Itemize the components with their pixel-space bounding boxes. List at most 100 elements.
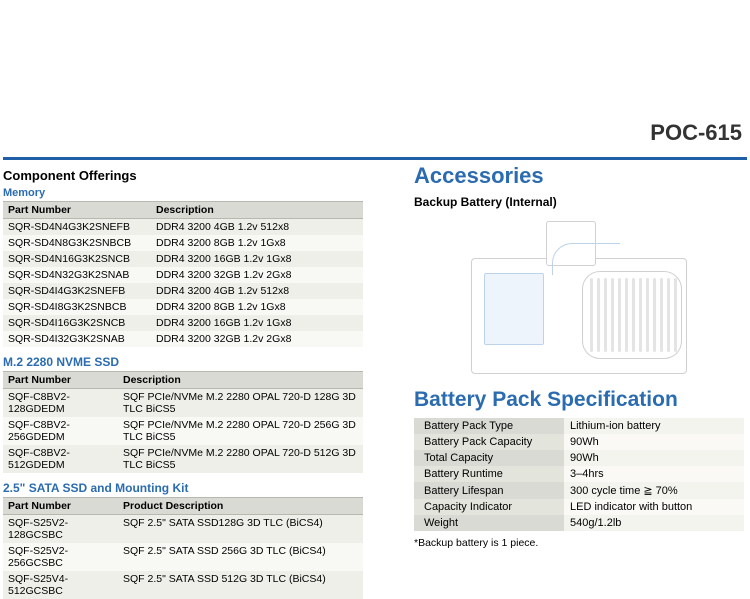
table-row: SQF-S25V4-512GCSBCSQF 2.5" SATA SSD 512G…: [3, 571, 363, 599]
cell-desc: DDR4 3200 4GB 1.2v 512x8: [151, 283, 363, 299]
cell-desc: SQF PCIe/NVMe M.2 2280 OPAL 720-D 128G 3…: [118, 389, 363, 418]
cell-desc: DDR4 3200 8GB 1.2v 1Gx8: [151, 235, 363, 251]
cell-desc: SQF PCIe/NVMe M.2 2280 OPAL 720-D 256G 3…: [118, 417, 363, 445]
vent-fin: [660, 278, 663, 352]
spec-value: 90Wh: [564, 450, 744, 466]
sata-col-partnum: Part Number: [3, 498, 118, 515]
spec-row: Capacity IndicatorLED indicator with but…: [414, 499, 744, 515]
vent-fin: [625, 278, 628, 352]
battery-spec-heading: Battery Pack Specification: [414, 388, 744, 412]
cell-desc: SQF 2.5" SATA SSD128G 3D TLC (BiCS4): [118, 515, 363, 544]
table-row: SQR-SD4I8G3K2SNBCBDDR4 3200 8GB 1.2v 1Gx…: [3, 299, 363, 315]
cell-partnum: SQR-SD4I16G3K2SNCB: [3, 315, 151, 331]
table-row: SQF-C8BV2-128GDEDMSQF PCIe/NVMe M.2 2280…: [3, 389, 363, 418]
spec-row: Weight540g/1.2lb: [414, 515, 744, 531]
spec-key: Weight: [414, 515, 564, 531]
vent-fin: [618, 278, 621, 352]
spec-value: 540g/1.2lb: [564, 515, 744, 531]
memory-table: Part Number Description SQR-SD4N4G3K2SNE…: [3, 201, 363, 347]
battery-slot-shape: [484, 273, 544, 345]
spec-value: LED indicator with button: [564, 499, 744, 515]
cell-partnum: SQF-C8BV2-512GDEDM: [3, 445, 118, 473]
cell-partnum: SQF-S25V2-256GCSBC: [3, 543, 118, 571]
memory-col-desc: Description: [151, 202, 363, 219]
cell-partnum: SQR-SD4N32G3K2SNAB: [3, 267, 151, 283]
nvme-col-desc: Description: [118, 372, 363, 389]
table-row: SQR-SD4I4G3K2SNEFBDDR4 3200 4GB 1.2v 512…: [3, 283, 363, 299]
battery-illustration: [466, 213, 692, 378]
cell-desc: DDR4 3200 16GB 1.2v 1Gx8: [151, 251, 363, 267]
nvme-table: Part Number Description SQF-C8BV2-128GDE…: [3, 371, 363, 473]
cell-desc: SQF PCIe/NVMe M.2 2280 OPAL 720-D 512G 3…: [118, 445, 363, 473]
spec-row: Battery Runtime3–4hrs: [414, 466, 744, 482]
vent-fin: [639, 278, 642, 352]
spec-key: Capacity Indicator: [414, 499, 564, 515]
table-row: SQR-SD4N32G3K2SNABDDR4 3200 32GB 1.2v 2G…: [3, 267, 363, 283]
cell-desc: DDR4 3200 8GB 1.2v 1Gx8: [151, 299, 363, 315]
table-row: SQF-S25V2-256GCSBCSQF 2.5" SATA SSD 256G…: [3, 543, 363, 571]
memory-heading: Memory: [3, 187, 363, 199]
cell-partnum: SQR-SD4N16G3K2SNCB: [3, 251, 151, 267]
table-row: SQR-SD4N8G3K2SNBCBDDR4 3200 8GB 1.2v 1Gx…: [3, 235, 363, 251]
spec-row: Battery Pack TypeLithium-ion battery: [414, 418, 744, 434]
cell-desc: SQF 2.5" SATA SSD 256G 3D TLC (BiCS4): [118, 543, 363, 571]
table-row: SQR-SD4N4G3K2SNEFBDDR4 3200 4GB 1.2v 512…: [3, 219, 363, 236]
table-row: SQR-SD4N16G3K2SNCBDDR4 3200 16GB 1.2v 1G…: [3, 251, 363, 267]
cell-partnum: SQR-SD4N8G3K2SNBCB: [3, 235, 151, 251]
battery-spec-table: Battery Pack TypeLithium-ion batteryBatt…: [414, 418, 744, 531]
spec-value: 300 cycle time ≧ 70%: [564, 482, 744, 499]
vent-fin: [667, 278, 670, 352]
cell-partnum: SQF-C8BV2-128GDEDM: [3, 389, 118, 418]
vent-fin: [674, 278, 677, 352]
left-column: Component Offerings Memory Part Number D…: [3, 168, 363, 599]
cell-partnum: SQR-SD4N4G3K2SNEFB: [3, 219, 151, 236]
spec-key: Battery Runtime: [414, 466, 564, 482]
spec-row: Total Capacity90Wh: [414, 450, 744, 466]
component-offerings-heading: Component Offerings: [3, 168, 363, 183]
right-column: Accessories Backup Battery (Internal) Ba…: [414, 163, 744, 549]
spec-value: 3–4hrs: [564, 466, 744, 482]
top-rule: [3, 157, 747, 160]
table-row: SQF-S25V2-128GCSBCSQF 2.5" SATA SSD128G …: [3, 515, 363, 544]
vent-fin: [611, 278, 614, 352]
spec-row: Battery Pack Capacity90Wh: [414, 434, 744, 450]
spec-key: Battery Lifespan: [414, 482, 564, 499]
spec-key: Total Capacity: [414, 450, 564, 466]
cell-desc: SQF 2.5" SATA SSD 512G 3D TLC (BiCS4): [118, 571, 363, 599]
vent-fin: [590, 278, 593, 352]
cell-partnum: SQR-SD4I32G3K2SNAB: [3, 331, 151, 347]
vent-fin: [653, 278, 656, 352]
spec-row: Battery Lifespan300 cycle time ≧ 70%: [414, 482, 744, 499]
cell-desc: DDR4 3200 32GB 1.2v 2Gx8: [151, 267, 363, 283]
spec-key: Battery Pack Type: [414, 418, 564, 434]
cell-desc: DDR4 3200 32GB 1.2v 2Gx8: [151, 331, 363, 347]
cell-desc: DDR4 3200 16GB 1.2v 1Gx8: [151, 315, 363, 331]
sata-heading: 2.5" SATA SSD and Mounting Kit: [3, 481, 363, 495]
table-row: SQR-SD4I32G3K2SNABDDR4 3200 32GB 1.2v 2G…: [3, 331, 363, 347]
nvme-col-partnum: Part Number: [3, 372, 118, 389]
cell-partnum: SQR-SD4I4G3K2SNEFB: [3, 283, 151, 299]
table-row: SQR-SD4I16G3K2SNCBDDR4 3200 16GB 1.2v 1G…: [3, 315, 363, 331]
table-row: SQF-C8BV2-256GDEDMSQF PCIe/NVMe M.2 2280…: [3, 417, 363, 445]
spec-value: 90Wh: [564, 434, 744, 450]
vent-fin: [597, 278, 600, 352]
spec-key: Battery Pack Capacity: [414, 434, 564, 450]
vent-fin: [632, 278, 635, 352]
cell-partnum: SQR-SD4I8G3K2SNBCB: [3, 299, 151, 315]
sata-table: Part Number Product Description SQF-S25V…: [3, 497, 363, 599]
accessories-heading: Accessories: [414, 163, 744, 189]
backup-battery-sub: Backup Battery (Internal): [414, 195, 744, 209]
page-title: POC-615: [650, 120, 742, 146]
vent-fin: [646, 278, 649, 352]
memory-col-partnum: Part Number: [3, 202, 151, 219]
nvme-heading: M.2 2280 NVME SSD: [3, 355, 363, 369]
vent-grille: [582, 271, 682, 359]
cell-partnum: SQF-C8BV2-256GDEDM: [3, 417, 118, 445]
spec-value: Lithium-ion battery: [564, 418, 744, 434]
vent-fin: [604, 278, 607, 352]
cell-partnum: SQF-S25V2-128GCSBC: [3, 515, 118, 544]
cell-partnum: SQF-S25V4-512GCSBC: [3, 571, 118, 599]
battery-footnote: *Backup battery is 1 piece.: [414, 537, 744, 549]
cell-desc: DDR4 3200 4GB 1.2v 512x8: [151, 219, 363, 236]
table-row: SQF-C8BV2-512GDEDMSQF PCIe/NVMe M.2 2280…: [3, 445, 363, 473]
